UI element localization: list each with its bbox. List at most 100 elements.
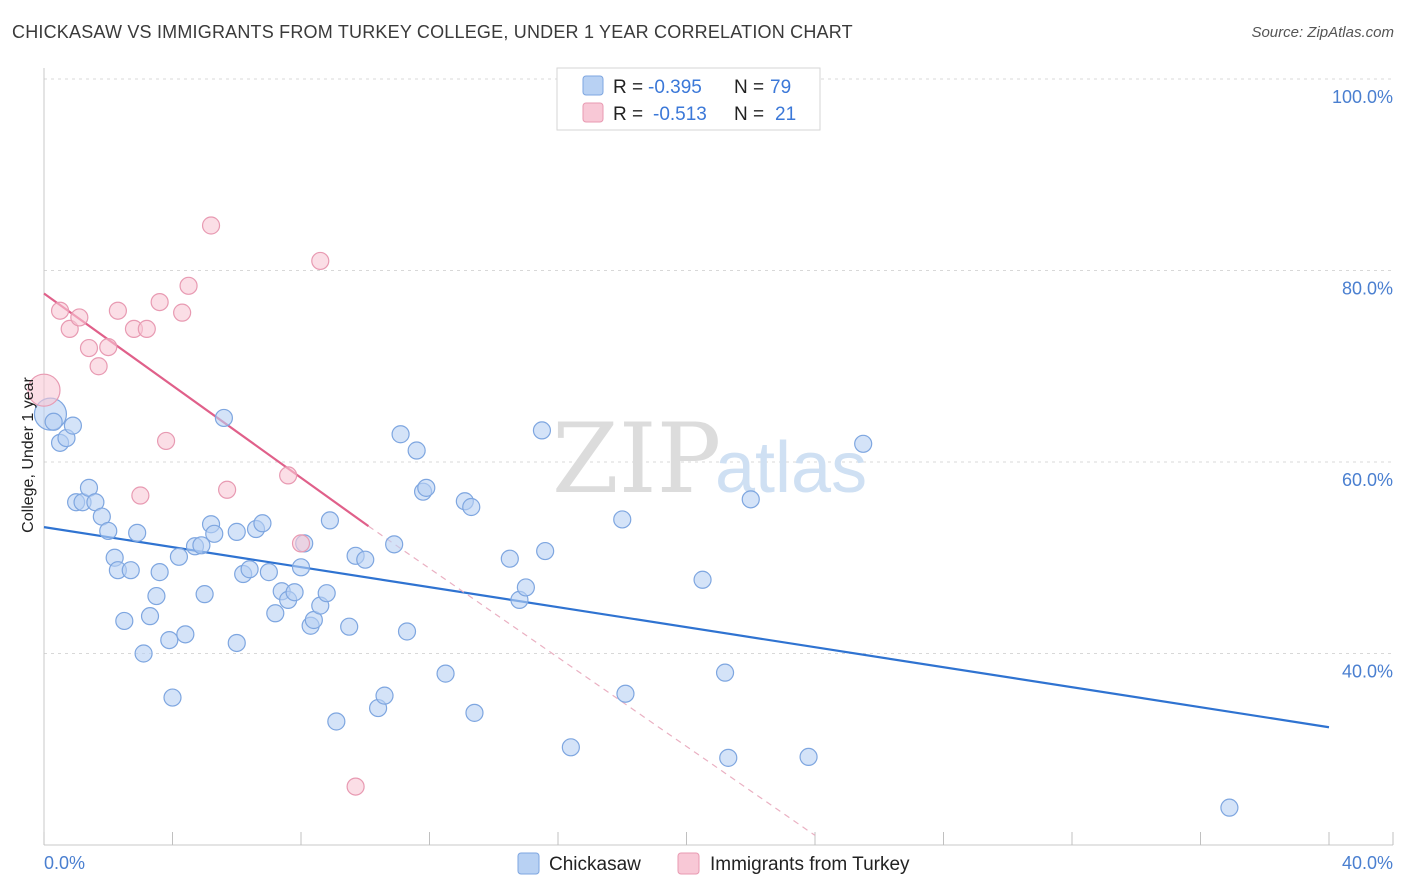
chickasaw-point xyxy=(163,688,182,707)
chickasaw-point xyxy=(240,560,259,579)
chickasaw-point xyxy=(121,561,140,580)
turkey-point xyxy=(50,301,70,320)
chickasaw-point xyxy=(128,523,147,542)
legend-swatch-blue xyxy=(582,75,604,96)
chickasaw-point xyxy=(115,611,134,631)
legend-r-value-2: -0.513 xyxy=(653,104,707,125)
chickasaw-point xyxy=(253,514,272,533)
chickasaw-point xyxy=(536,541,555,561)
chickasaw-point xyxy=(214,408,233,428)
chickasaw-point xyxy=(436,664,455,683)
trendline-extension-1 xyxy=(368,525,816,836)
chickasaw-point xyxy=(169,547,189,566)
y-tick-labels: 40.0% 60.0% 80.0% 100.0% xyxy=(1332,87,1393,682)
chickasaw-point xyxy=(693,570,712,589)
chickasaw-point xyxy=(715,663,735,682)
chickasaw-point xyxy=(63,416,83,435)
turkey-point xyxy=(156,431,176,451)
chickasaw-point xyxy=(195,585,214,604)
turkey-point xyxy=(150,292,169,312)
chickasaw-point xyxy=(227,522,246,541)
chickasaw-point xyxy=(266,604,285,623)
turkey-point xyxy=(137,319,156,339)
watermark-zip: ZIP xyxy=(552,403,721,515)
turkey-point xyxy=(346,777,365,796)
chickasaw-point xyxy=(854,434,873,453)
chickasaw-point xyxy=(176,625,195,644)
chickasaw-point xyxy=(516,578,535,597)
chickasaw-point xyxy=(160,630,179,650)
chickasaw-point xyxy=(259,563,278,582)
watermark-atlas: atlas xyxy=(715,428,867,508)
turkey-point xyxy=(108,301,127,320)
trendline-chickasaw xyxy=(43,526,1330,729)
bottom-legend-turkey: Immigrants from Turkey xyxy=(710,854,910,875)
chickasaw-point xyxy=(340,617,359,636)
chickasaw-point xyxy=(147,586,166,606)
chickasaw-point xyxy=(741,490,760,509)
chickasaw-point xyxy=(44,412,63,431)
chickasaw-point xyxy=(150,563,169,582)
legend-r-value-1: -0.395 xyxy=(648,77,702,98)
turkey-point xyxy=(27,373,61,407)
chickasaw-point xyxy=(356,550,375,569)
chickasaw-point xyxy=(291,558,311,577)
turkey-point xyxy=(70,308,89,327)
x-ticks xyxy=(43,832,1394,845)
chickasaw-point xyxy=(417,478,436,497)
chickasaw-point xyxy=(500,549,519,568)
legend-n-label-1: N = xyxy=(734,77,764,98)
chickasaw-point xyxy=(205,524,224,543)
turkey-point xyxy=(179,276,198,295)
y-axis-label: College, Under 1 year xyxy=(20,377,37,533)
turkey-point xyxy=(79,338,99,358)
turkey-point xyxy=(311,251,330,271)
chickasaw-point xyxy=(616,684,635,703)
trendlines xyxy=(43,292,1330,836)
chickasaw-point xyxy=(227,633,246,653)
chickasaw-point xyxy=(397,622,417,641)
chickasaw-point xyxy=(140,607,160,626)
turkey-point xyxy=(173,303,192,322)
correlation-legend: R = -0.395 N = 79 R = -0.513 N = 21 xyxy=(556,67,821,131)
legend-swatch-pink xyxy=(582,102,604,123)
chickasaw-point xyxy=(462,497,481,517)
y-tick-label-40: 40.0% xyxy=(1342,662,1393,682)
turkey-point xyxy=(291,534,311,553)
turkey-point xyxy=(89,357,108,376)
chickasaw-point xyxy=(532,421,552,440)
bottom-legend-swatch-turkey xyxy=(677,852,700,875)
chickasaw-point xyxy=(317,584,336,603)
turkey-point xyxy=(131,486,150,505)
chickasaw-point xyxy=(192,536,211,555)
legend-n-label-2: N = xyxy=(734,104,764,125)
y-tick-label-80: 80.0% xyxy=(1342,279,1393,299)
chickasaw-point xyxy=(320,511,340,530)
y-tick-label-100: 100.0% xyxy=(1332,87,1393,107)
turkey-point xyxy=(201,216,221,235)
legend-n-value-2: 21 xyxy=(775,104,796,125)
x-tick-label-max: 40.0% xyxy=(1342,853,1393,873)
chickasaw-point xyxy=(719,748,738,767)
legend-r-label-2: R = xyxy=(613,104,643,125)
chickasaw-point xyxy=(561,738,580,757)
source-credit: Source: ZipAtlas.com xyxy=(1251,24,1394,41)
legend-r-label-1: R = xyxy=(613,77,643,98)
chickasaw-point xyxy=(799,747,818,767)
series-legend: Chickasaw Immigrants from Turkey xyxy=(517,852,910,875)
chickasaw-point xyxy=(375,686,394,705)
axes xyxy=(43,68,1393,846)
turkey-point xyxy=(99,338,118,357)
chickasaw-point xyxy=(465,703,484,722)
chickasaw-point xyxy=(391,425,410,444)
chickasaw-point xyxy=(327,712,346,731)
chickasaw-point xyxy=(134,644,153,663)
chickasaw-point xyxy=(385,535,404,554)
bottom-legend-chickasaw: Chickasaw xyxy=(549,854,641,875)
chart-title: CHICKASAW VS IMMIGRANTS FROM TURKEY COLL… xyxy=(12,22,853,42)
legend-n-value-1: 79 xyxy=(770,77,791,98)
chickasaw-point xyxy=(99,521,118,541)
chickasaw-point xyxy=(613,510,632,529)
x-tick-label-min: 0.0% xyxy=(44,853,85,873)
